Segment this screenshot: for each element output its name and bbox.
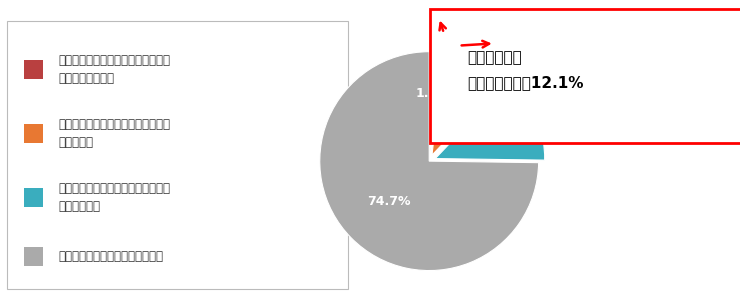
Wedge shape: [430, 45, 442, 154]
FancyBboxPatch shape: [24, 60, 43, 79]
FancyBboxPatch shape: [24, 188, 43, 207]
FancyBboxPatch shape: [24, 124, 43, 143]
Text: 言葉を知っていて、意味もある程度
知っている: 言葉を知っていて、意味もある程度 知っている: [58, 118, 170, 149]
FancyBboxPatch shape: [7, 21, 348, 289]
Text: 言葉も意味もよく知っており、内容
を人に説明できる: 言葉も意味もよく知っており、内容 を人に説明できる: [58, 54, 170, 85]
Wedge shape: [432, 47, 508, 155]
Text: 10.3%: 10.3%: [439, 87, 482, 100]
Text: 今回のアンケートで初めて知った: 今回のアンケートで初めて知った: [58, 250, 164, 263]
Wedge shape: [435, 79, 545, 160]
FancyBboxPatch shape: [429, 9, 740, 143]
Text: 言葉は聞いたことがあるが、意味は
よく知らない: 言葉は聞いたことがあるが、意味は よく知らない: [58, 182, 170, 213]
Text: 言葉も意味も
知っている　記12.1%: 言葉も意味も 知っている 記12.1%: [467, 50, 584, 90]
Wedge shape: [320, 52, 539, 271]
Text: 74.7%: 74.7%: [367, 195, 411, 208]
Text: 1.8%: 1.8%: [416, 87, 451, 100]
Text: 13.1%: 13.1%: [473, 127, 517, 140]
FancyBboxPatch shape: [24, 247, 43, 266]
